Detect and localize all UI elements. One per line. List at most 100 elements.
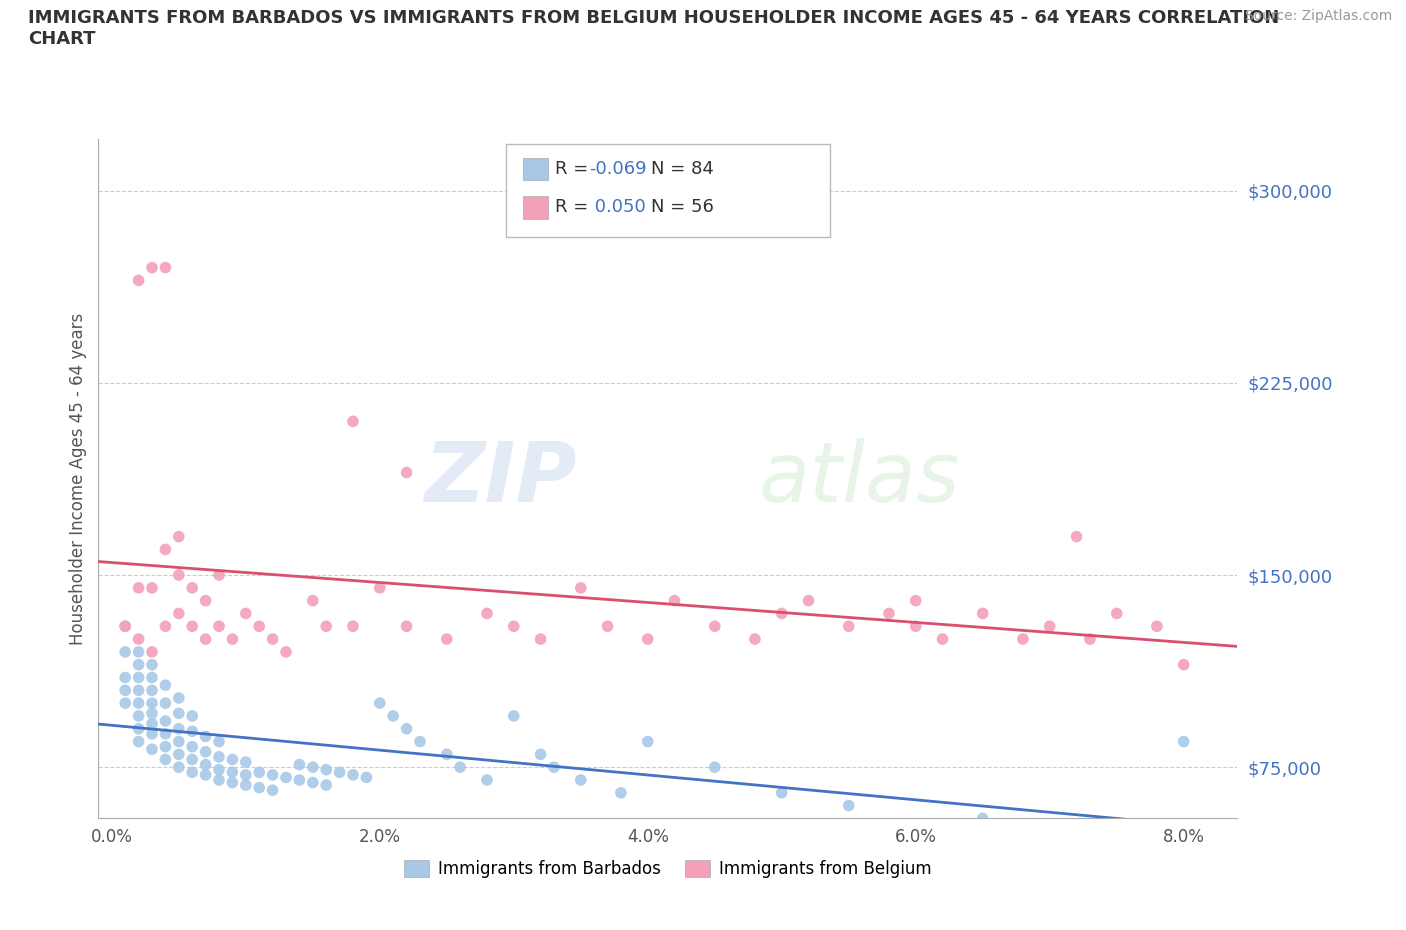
Point	[128, 709, 150, 724]
Point	[637, 631, 659, 646]
Point	[167, 606, 190, 621]
Point	[610, 785, 633, 800]
Point	[664, 593, 686, 608]
Point	[128, 670, 150, 684]
Text: R =: R =	[555, 198, 595, 217]
Point	[838, 798, 860, 813]
Point	[342, 767, 364, 782]
Point	[274, 770, 297, 785]
Point	[155, 752, 177, 767]
Point	[155, 726, 177, 741]
Point	[502, 618, 524, 633]
Point	[167, 567, 190, 582]
Legend: Immigrants from Barbados, Immigrants from Belgium: Immigrants from Barbados, Immigrants fro…	[398, 853, 938, 884]
Point	[128, 273, 150, 288]
Point	[181, 580, 204, 595]
Point	[1173, 658, 1195, 672]
Point	[356, 770, 378, 785]
Point	[262, 631, 284, 646]
Point	[114, 670, 136, 684]
Point	[128, 631, 150, 646]
Point	[368, 696, 391, 711]
Point	[342, 618, 364, 633]
Point	[475, 606, 498, 621]
Point	[221, 775, 243, 790]
Point	[449, 760, 471, 775]
Point	[181, 752, 204, 767]
Point	[703, 760, 725, 775]
Point	[208, 763, 231, 777]
Point	[181, 709, 204, 724]
Point	[194, 729, 217, 744]
Point	[703, 618, 725, 633]
Point	[155, 542, 177, 557]
Point	[194, 757, 217, 772]
Point	[181, 618, 204, 633]
Point	[368, 580, 391, 595]
Point	[181, 739, 204, 754]
Point	[155, 739, 177, 754]
Point	[395, 465, 418, 480]
Point	[1146, 618, 1168, 633]
Point	[167, 706, 190, 721]
Point	[1066, 529, 1088, 544]
Point	[141, 742, 163, 757]
Point	[141, 683, 163, 698]
Point	[543, 760, 565, 775]
Point	[221, 631, 243, 646]
Point	[141, 260, 163, 275]
Point	[637, 734, 659, 749]
Point	[114, 696, 136, 711]
Point	[235, 767, 257, 782]
Point	[1105, 606, 1128, 621]
Point	[114, 618, 136, 633]
Text: R =: R =	[555, 160, 595, 179]
Point	[141, 696, 163, 711]
Point	[770, 785, 793, 800]
Point	[931, 631, 953, 646]
Point	[167, 734, 190, 749]
Point	[208, 773, 231, 788]
Text: IMMIGRANTS FROM BARBADOS VS IMMIGRANTS FROM BELGIUM HOUSEHOLDER INCOME AGES 45 -: IMMIGRANTS FROM BARBADOS VS IMMIGRANTS F…	[28, 9, 1279, 48]
Text: Source: ZipAtlas.com: Source: ZipAtlas.com	[1244, 9, 1392, 23]
Point	[247, 780, 270, 795]
Point	[569, 773, 592, 788]
Point	[315, 763, 337, 777]
Point	[155, 260, 177, 275]
Point	[1012, 631, 1035, 646]
Point	[128, 683, 150, 698]
Point	[288, 757, 311, 772]
Point	[301, 760, 323, 775]
Point	[1078, 631, 1101, 646]
Point	[141, 726, 163, 741]
Point	[596, 618, 619, 633]
Point	[167, 691, 190, 706]
Point	[262, 783, 284, 798]
Point	[301, 775, 323, 790]
Point	[274, 644, 297, 659]
Point	[877, 606, 900, 621]
Point	[838, 618, 860, 633]
Y-axis label: Householder Income Ages 45 - 64 years: Householder Income Ages 45 - 64 years	[69, 312, 87, 645]
Point	[194, 593, 217, 608]
Point	[141, 658, 163, 672]
Point	[181, 724, 204, 738]
Point	[128, 696, 150, 711]
Point	[529, 631, 551, 646]
Point	[502, 709, 524, 724]
Point	[128, 580, 150, 595]
Point	[194, 767, 217, 782]
Point	[128, 644, 150, 659]
Point	[315, 618, 337, 633]
Point	[114, 618, 136, 633]
Point	[247, 764, 270, 779]
Point	[208, 750, 231, 764]
Point	[315, 777, 337, 792]
Point	[141, 644, 163, 659]
Point	[167, 760, 190, 775]
Point	[904, 593, 927, 608]
Point	[382, 709, 405, 724]
Text: atlas: atlas	[759, 438, 960, 520]
Point	[770, 606, 793, 621]
Point	[395, 618, 418, 633]
